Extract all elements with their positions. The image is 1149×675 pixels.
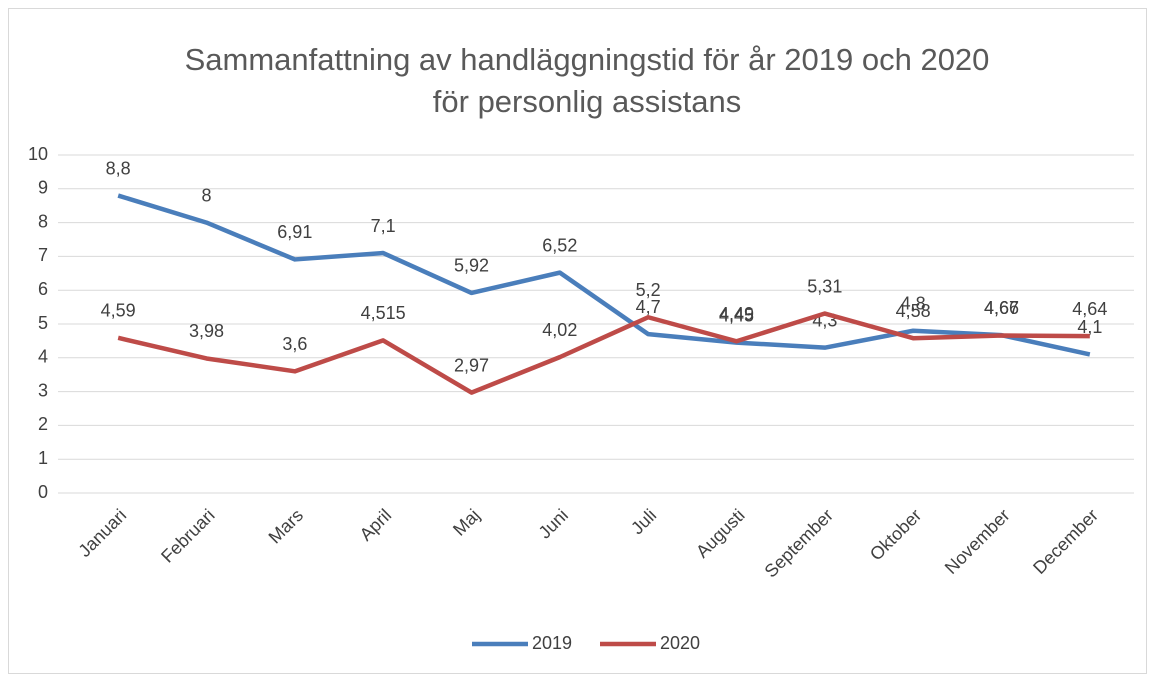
data-label: 4,1 — [1077, 317, 1102, 337]
data-label: 4,7 — [636, 297, 661, 317]
data-label: 5,92 — [454, 256, 489, 276]
data-label: 6,91 — [277, 222, 312, 242]
data-label: 6,52 — [542, 235, 577, 255]
data-label: 4,45 — [719, 305, 754, 325]
y-tick-label: 0 — [38, 482, 48, 502]
data-label: 3,98 — [189, 321, 224, 341]
y-tick-label: 5 — [38, 313, 48, 333]
chart-border — [8, 8, 1147, 674]
line-series — [117, 193, 1091, 357]
data-label: 5,2 — [636, 280, 661, 300]
chart-title: Sammanfattning av handläggningstid för å… — [185, 42, 990, 77]
y-tick-label: 7 — [38, 245, 48, 265]
data-label: 4,66 — [984, 298, 1019, 318]
data-label: 8 — [201, 185, 211, 205]
data-label: 4,8 — [901, 294, 926, 314]
y-tick-label: 8 — [38, 211, 48, 231]
y-tick-label: 3 — [38, 380, 48, 400]
line-series — [117, 311, 1090, 395]
y-tick-label: 1 — [38, 448, 48, 468]
legend-label: 2019 — [532, 633, 572, 653]
y-tick-label: 6 — [38, 279, 48, 299]
y-tick-label: 9 — [38, 178, 48, 198]
data-label: 4,02 — [542, 320, 577, 340]
y-tick-label: 10 — [28, 144, 48, 164]
data-label: 3,6 — [282, 334, 307, 354]
data-label: 4,64 — [1072, 299, 1107, 319]
y-tick-label: 2 — [38, 414, 48, 434]
chart-title: för personlig assistans — [433, 84, 741, 119]
data-label: 2,97 — [454, 355, 489, 375]
data-label: 4,59 — [101, 301, 136, 321]
data-label: 8,8 — [106, 158, 131, 178]
data-label: 4,515 — [361, 303, 406, 323]
data-label: 4,49 — [719, 304, 754, 324]
data-label: 4,58 — [896, 301, 931, 321]
data-label: 4,67 — [984, 298, 1019, 318]
data-label: 7,1 — [371, 216, 396, 236]
data-label: 5,31 — [807, 276, 842, 296]
legend-label: 2020 — [660, 633, 700, 653]
y-tick-label: 4 — [38, 347, 48, 367]
